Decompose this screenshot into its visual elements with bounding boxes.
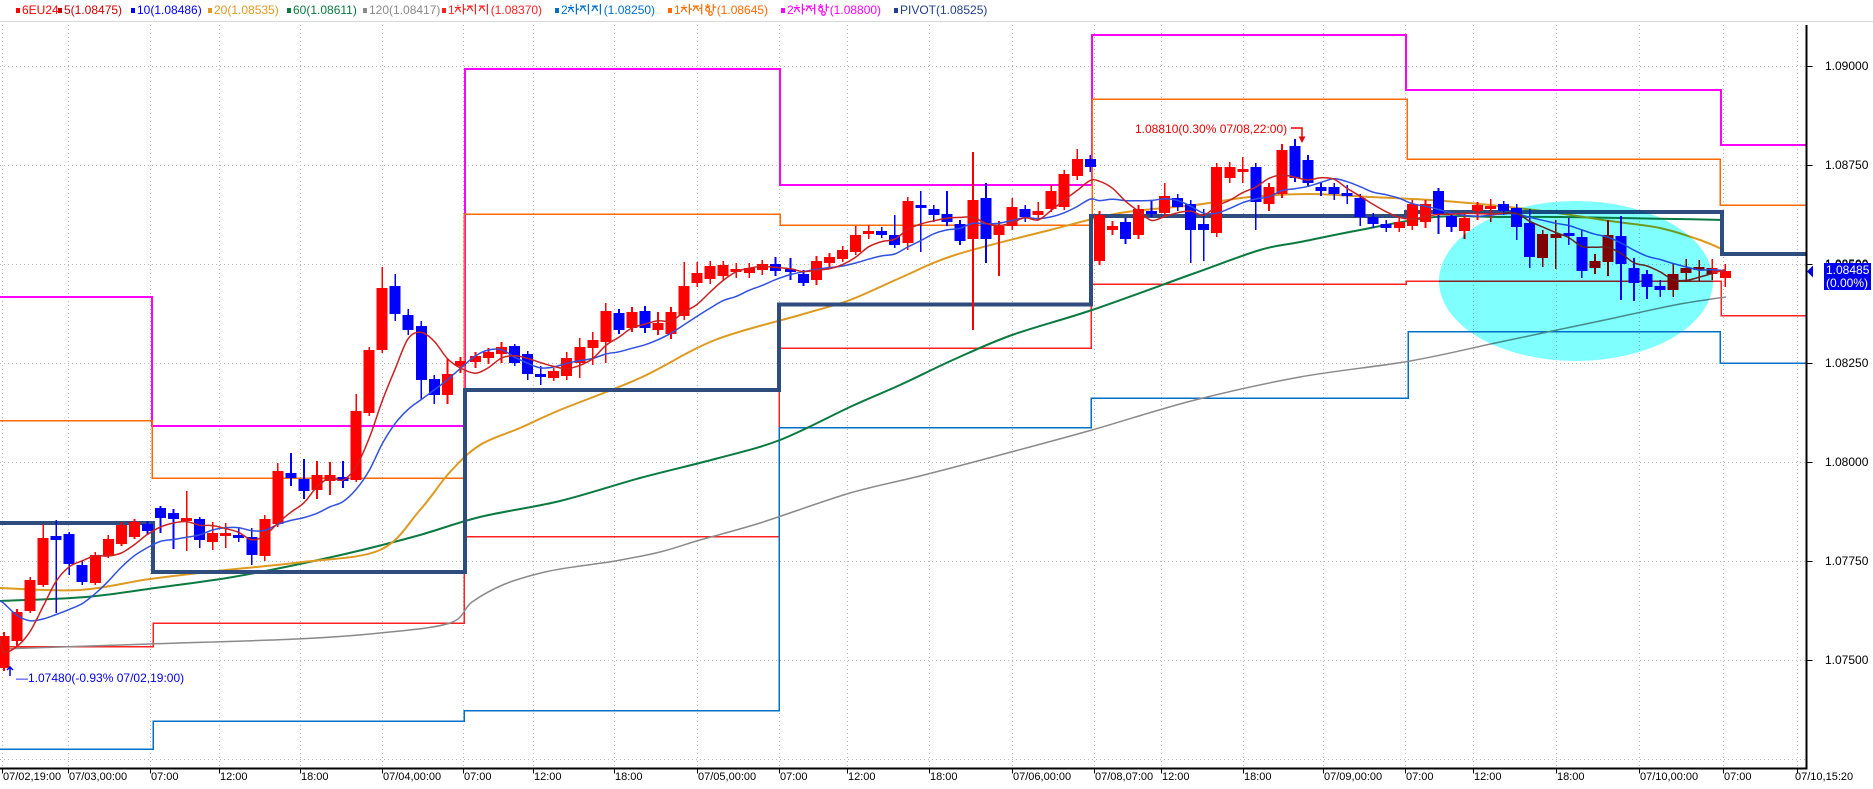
svg-text:07/10,15:20: 07/10,15:20	[1795, 771, 1853, 783]
svg-text:1.08250: 1.08250	[1825, 356, 1869, 370]
svg-text:07/10,00:00: 07/10,00:00	[1640, 771, 1698, 783]
svg-text:20(1.08535): 20(1.08535)	[214, 3, 279, 17]
svg-text:07:00: 07:00	[780, 771, 808, 783]
svg-text:1.08485: 1.08485	[1826, 263, 1870, 277]
svg-text:12:00: 12:00	[848, 771, 876, 783]
svg-text:18:00: 18:00	[301, 771, 329, 783]
svg-text:07/04,00:00: 07/04,00:00	[383, 771, 441, 783]
svg-text:07/02,19:00: 07/02,19:00	[3, 771, 61, 783]
svg-text:12:00: 12:00	[1162, 771, 1190, 783]
svg-text:1.08810(0.30% 07/08,22:00): 1.08810(0.30% 07/08,22:00)	[1135, 122, 1287, 136]
svg-text:2: 2	[787, 3, 794, 17]
svg-text:60(1.08611): 60(1.08611)	[293, 3, 357, 17]
svg-text:PIVOT(1.08525): PIVOT(1.08525)	[900, 3, 987, 17]
svg-text:07:00: 07:00	[1724, 771, 1752, 783]
svg-text:07/08,07:00: 07/08,07:00	[1095, 771, 1153, 783]
svg-text:18:00: 18:00	[1244, 771, 1272, 783]
svg-text:18:00: 18:00	[615, 771, 643, 783]
svg-text:1.08750: 1.08750	[1825, 158, 1869, 172]
svg-text:07/06,00:00: 07/06,00:00	[1013, 771, 1071, 783]
svg-text:12:00: 12:00	[220, 771, 248, 783]
svg-text:(1.08645): (1.08645)	[717, 3, 768, 17]
svg-text:1.07750: 1.07750	[1825, 554, 1869, 568]
svg-text:1.07500: 1.07500	[1825, 653, 1869, 667]
svg-text:6EU24: 6EU24	[22, 3, 59, 17]
svg-text:—1.07480(-0.93% 07/02,19:00): —1.07480(-0.93% 07/02,19:00)	[16, 671, 184, 685]
svg-text:(0.00%): (0.00%)	[1826, 276, 1868, 290]
svg-text:1.08000: 1.08000	[1825, 455, 1869, 469]
svg-text:07:00: 07:00	[151, 771, 179, 783]
svg-text:18:00: 18:00	[1557, 771, 1585, 783]
svg-text:(1.08250): (1.08250)	[604, 3, 655, 17]
svg-text:1: 1	[674, 3, 681, 17]
svg-text:07:00: 07:00	[1406, 771, 1434, 783]
svg-text:1: 1	[448, 3, 455, 17]
svg-text:07/03,00:00: 07/03,00:00	[69, 771, 127, 783]
svg-text:1.09000: 1.09000	[1825, 59, 1869, 73]
svg-text:(1.08800): (1.08800)	[830, 3, 881, 17]
svg-text:07:00: 07:00	[464, 771, 492, 783]
svg-text:12:00: 12:00	[534, 771, 562, 783]
svg-text:18:00: 18:00	[930, 771, 958, 783]
svg-text:07/09,00:00: 07/09,00:00	[1324, 771, 1382, 783]
svg-text:5(1.08475): 5(1.08475)	[64, 3, 122, 17]
svg-text:10(1.08486): 10(1.08486)	[137, 3, 202, 17]
svg-text:07/05,00:00: 07/05,00:00	[698, 771, 756, 783]
svg-text:(1.08370): (1.08370)	[491, 3, 542, 17]
svg-text:2: 2	[561, 3, 568, 17]
svg-text:12:00: 12:00	[1474, 771, 1502, 783]
svg-text:120(1.08417): 120(1.08417)	[369, 3, 440, 17]
